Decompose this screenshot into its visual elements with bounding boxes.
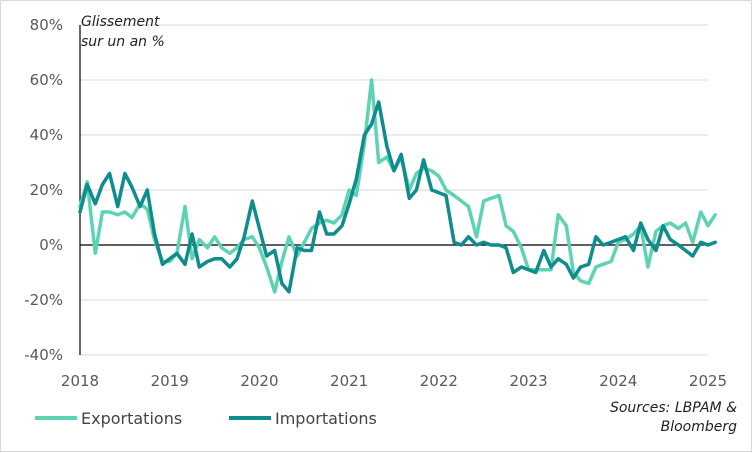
x-tick-label: 2018 (61, 372, 99, 390)
y-tick-label: 60% (30, 71, 63, 89)
y-tick-labels: 80% 60% 40% 20% 0% -20% -40% (24, 16, 63, 364)
x-tick-label: 2025 (689, 372, 727, 390)
y-axis-label-line2: sur un an % (81, 34, 165, 50)
y-tick-label: -40% (24, 346, 63, 364)
x-tick-label: 2024 (599, 372, 637, 390)
y-tick-label: -20% (24, 291, 63, 309)
x-tick-label: 2020 (240, 372, 278, 390)
y-tick-label: 40% (30, 126, 63, 144)
legend-label-importations: Importations (275, 409, 377, 428)
x-tick-label: 2021 (330, 372, 368, 390)
series-lines (78, 78, 717, 294)
source-note-line2: Bloomberg (661, 419, 738, 435)
legend: Exportations Importations (35, 409, 377, 428)
y-tick-label: 0% (39, 236, 63, 254)
y-axis-label-line1: Glissement (81, 14, 160, 30)
x-tick-labels: 2018 2019 2020 2021 2022 2023 2024 2025 (61, 372, 727, 390)
grid-lines (80, 24, 708, 356)
x-tick-label: 2023 (509, 372, 547, 390)
y-tick-label: 80% (30, 16, 63, 34)
source-note-line1: Sources: LBPAM & (610, 400, 737, 416)
y-tick-label: 20% (30, 181, 63, 199)
series-line-importations (78, 100, 717, 294)
legend-label-exportations: Exportations (81, 409, 182, 428)
x-tick-label: 2019 (151, 372, 189, 390)
x-tick-label: 2022 (420, 372, 458, 390)
series-line-exportations (78, 78, 717, 294)
